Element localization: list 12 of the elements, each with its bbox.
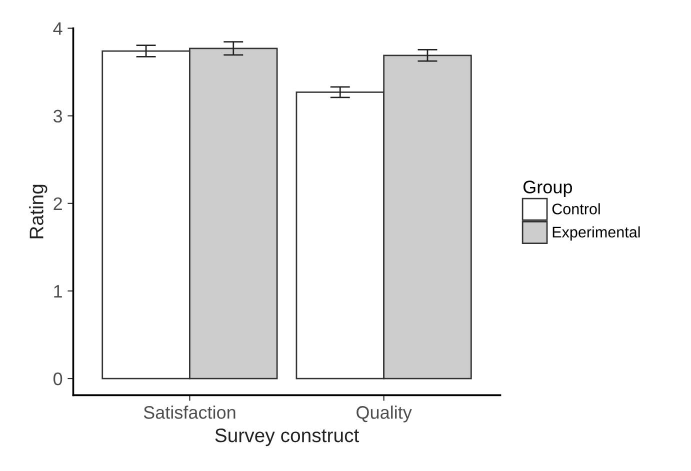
legend-label: Control bbox=[552, 203, 600, 214]
y-axis-title: Rating bbox=[29, 184, 48, 238]
y-tick-label: 3 bbox=[53, 110, 62, 123]
x-tick-label: Quality bbox=[356, 406, 412, 422]
y-tick-label: 2 bbox=[54, 197, 62, 210]
x-axis-title: Survey construct bbox=[215, 428, 360, 446]
y-tick-label: 0 bbox=[53, 372, 62, 386]
legend-title: Group bbox=[523, 180, 572, 197]
x-tick-label: Satisfaction bbox=[144, 406, 236, 419]
legend-label: Experimental bbox=[552, 226, 640, 241]
y-tick-label: 4 bbox=[53, 22, 62, 35]
y-tick-label: 1 bbox=[54, 285, 62, 298]
